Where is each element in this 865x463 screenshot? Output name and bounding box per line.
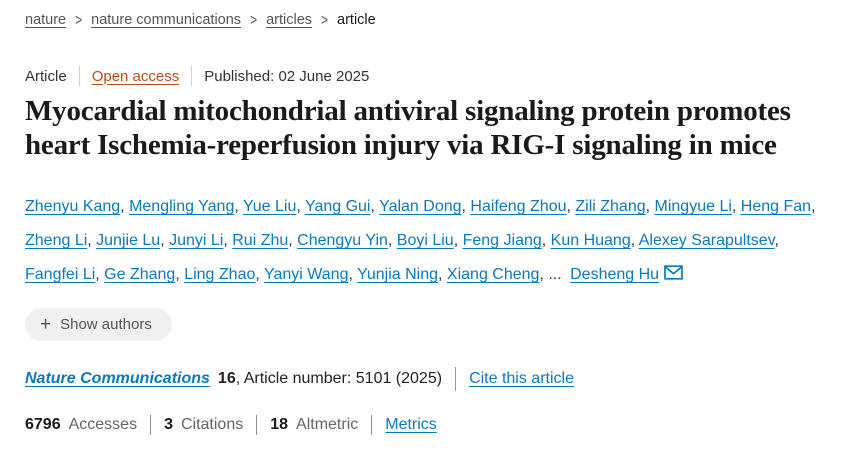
citations-value: 3	[164, 416, 173, 433]
show-authors-label: Show authors	[60, 316, 152, 333]
altmetric-label: Altmetric	[296, 416, 359, 433]
author-separator: ,	[811, 198, 816, 215]
article-title: Myocardial mitochondrial antiviral signa…	[25, 95, 791, 161]
author-separator: ,	[296, 198, 305, 215]
author-separator: ,	[541, 232, 551, 249]
breadcrumb-item-articles[interactable]: articles	[266, 12, 313, 28]
corresponding-author-link[interactable]: Desheng Hu	[570, 266, 660, 283]
author-link[interactable]: Yue Liu	[242, 198, 297, 215]
authors-ellipsis: ...	[548, 266, 562, 283]
divider	[256, 415, 258, 435]
cite-this-article-link[interactable]: Cite this article	[469, 370, 574, 387]
published-date: Published: 02 June 2025	[204, 67, 370, 85]
author-link[interactable]: Junjie Lu	[96, 232, 161, 249]
chevron-right-icon: >	[75, 10, 83, 30]
authors-paragraph: Zhenyu Kang, Mengling Yang, Yue Liu, Yan…	[25, 190, 825, 292]
author-link[interactable]: Mengling Yang	[129, 198, 235, 215]
author-link[interactable]: Zheng Li	[25, 232, 88, 249]
author-link[interactable]: Chengyu Yin	[297, 232, 388, 249]
divider	[455, 367, 457, 391]
author-list: Zhenyu Kang, Mengling Yang, Yue Liu, Yan…	[25, 198, 816, 283]
author-link[interactable]: Yunjia Ning	[357, 266, 439, 283]
author-separator: ,	[461, 198, 471, 215]
article-type-label: Article	[25, 67, 67, 85]
divider	[191, 66, 193, 86]
author-separator: ,	[288, 232, 298, 249]
author-separator: ,	[645, 198, 655, 215]
altmetric-value: 18	[270, 416, 289, 433]
author-link[interactable]: Yanyi Wang	[263, 266, 349, 283]
author-separator: ,	[438, 266, 447, 283]
author-link[interactable]: Yang Gui	[304, 198, 371, 215]
envelope-icon[interactable]	[664, 265, 683, 280]
author-link[interactable]: Boyi Liu	[396, 232, 454, 249]
journal-citation-row: Nature Communications 16 , Article numbe…	[25, 367, 840, 391]
author-link[interactable]: Rui Zhu	[232, 232, 289, 249]
author-link[interactable]: Zhenyu Kang	[25, 198, 121, 215]
plus-icon: +	[40, 313, 52, 335]
journal-volume: 16	[217, 370, 236, 387]
article-header-page: nature > nature communications > articles > ar…	[25, 10, 840, 435]
breadcrumb-item-article: article	[337, 12, 376, 28]
author-separator: ,	[387, 232, 397, 249]
author-link[interactable]: Ling Zhao	[184, 266, 256, 283]
breadcrumb-item-nature-communications[interactable]: nature communications	[91, 12, 242, 28]
author-link[interactable]: Junyi Li	[169, 232, 224, 249]
divider	[150, 415, 152, 435]
author-separator: ,	[630, 232, 639, 249]
author-separator: ,	[539, 266, 549, 283]
author-separator: ,	[95, 266, 105, 283]
author-link[interactable]: Kun Huang	[550, 232, 631, 249]
article-meta-row: Article Open access Published: 02 June 2…	[25, 66, 840, 86]
article-number: , Article number: 5101 (2025)	[235, 370, 443, 387]
author-link[interactable]: Feng Jiang	[462, 232, 542, 249]
open-access-link[interactable]: Open access	[91, 67, 180, 85]
chevron-right-icon: >	[321, 10, 329, 30]
author-separator: ,	[255, 266, 264, 283]
metrics-row: 6796 Accesses 3 Citations 18 Altmetric M…	[25, 415, 840, 435]
metrics-link[interactable]: Metrics	[385, 416, 437, 433]
author-link[interactable]: Ge Zhang	[104, 266, 176, 283]
author-separator: ,	[774, 232, 779, 249]
author-separator: ,	[120, 198, 130, 215]
author-link[interactable]: Heng Fan	[740, 198, 812, 215]
author-link[interactable]: Xiang Cheng	[446, 266, 540, 283]
author-separator: ,	[731, 198, 741, 215]
divider	[78, 66, 80, 86]
author-separator: ,	[160, 232, 170, 249]
author-separator: ,	[453, 232, 463, 249]
author-link[interactable]: Alexey Sarapultsev	[638, 232, 775, 249]
author-separator: ,	[175, 266, 185, 283]
author-link[interactable]: Mingyue Li	[654, 198, 732, 215]
author-link[interactable]: Yalan Dong	[379, 198, 462, 215]
author-link[interactable]: Zili Zhang	[575, 198, 646, 215]
journal-link[interactable]: Nature Communications	[25, 370, 210, 387]
divider	[371, 415, 373, 435]
author-separator: ,	[370, 198, 380, 215]
author-separator: ,	[87, 232, 97, 249]
show-authors-button[interactable]: + Show authors	[25, 308, 172, 341]
breadcrumb-item-nature[interactable]: nature	[25, 12, 67, 28]
chevron-right-icon: >	[250, 10, 258, 30]
author-separator: ,	[223, 232, 233, 249]
author-link[interactable]: Fangfei Li	[25, 266, 96, 283]
author-separator: ,	[348, 266, 358, 283]
author-separator: ,	[566, 198, 576, 215]
author-separator: ,	[234, 198, 243, 215]
accesses-label: Accesses	[68, 416, 138, 433]
accesses-value: 6796	[25, 416, 61, 433]
breadcrumb: nature > nature communications > articles > ar…	[25, 10, 840, 30]
citations-label: Citations	[180, 416, 244, 433]
author-link[interactable]: Haifeng Zhou	[470, 198, 567, 215]
